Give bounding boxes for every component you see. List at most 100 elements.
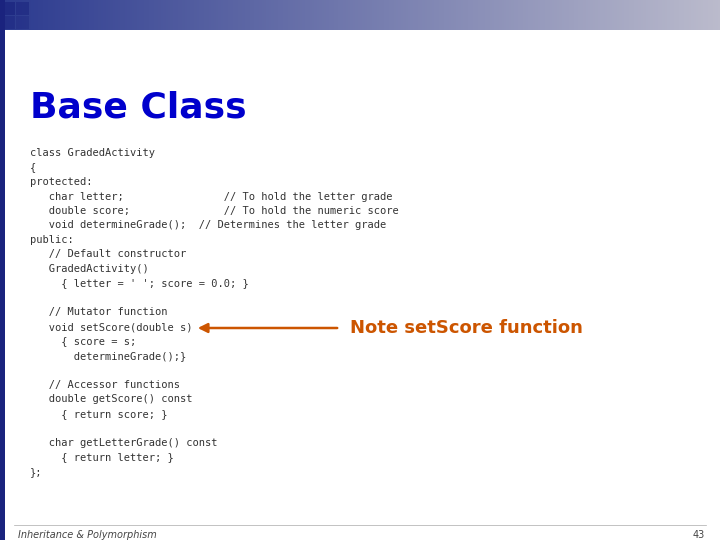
Bar xyxy=(271,0,274,30)
Bar xyxy=(72,0,76,30)
Bar xyxy=(348,0,351,30)
Bar xyxy=(490,0,493,30)
Bar xyxy=(228,0,231,30)
Bar xyxy=(338,0,342,30)
Bar xyxy=(293,0,296,30)
Bar xyxy=(5,0,8,30)
Bar xyxy=(158,0,162,30)
Bar xyxy=(682,0,685,30)
Text: protected:: protected: xyxy=(30,177,92,187)
Bar xyxy=(662,0,666,30)
Bar xyxy=(135,0,138,30)
Bar xyxy=(336,0,339,30)
Bar xyxy=(571,0,575,30)
Bar xyxy=(603,0,606,30)
Bar xyxy=(405,0,409,30)
Bar xyxy=(552,0,555,30)
Bar xyxy=(261,0,265,30)
Bar xyxy=(477,0,481,30)
Bar xyxy=(0,0,5,540)
Bar xyxy=(574,0,577,30)
Bar xyxy=(410,0,414,30)
Bar xyxy=(403,0,407,30)
Bar xyxy=(614,0,618,30)
Text: Base Class: Base Class xyxy=(30,90,247,124)
Bar xyxy=(341,0,344,30)
Bar xyxy=(511,0,515,30)
Bar xyxy=(139,0,143,30)
Bar xyxy=(384,0,387,30)
Bar xyxy=(567,0,570,30)
Bar xyxy=(343,0,346,30)
Bar xyxy=(307,0,310,30)
Bar xyxy=(473,0,476,30)
Bar xyxy=(146,0,150,30)
Bar xyxy=(634,0,637,30)
Bar xyxy=(156,0,159,30)
Bar xyxy=(518,0,522,30)
Bar xyxy=(55,0,58,30)
Bar xyxy=(439,0,443,30)
Bar xyxy=(369,0,373,30)
Bar xyxy=(151,0,155,30)
Bar xyxy=(113,0,116,30)
Bar xyxy=(204,0,207,30)
Bar xyxy=(326,0,330,30)
Bar xyxy=(358,0,361,30)
Bar xyxy=(593,0,596,30)
Bar xyxy=(74,0,78,30)
Bar xyxy=(279,0,282,30)
Bar xyxy=(545,0,548,30)
Bar xyxy=(168,0,171,30)
Bar xyxy=(264,0,267,30)
Bar xyxy=(629,0,632,30)
Text: { score = s;: { score = s; xyxy=(30,336,136,347)
Bar xyxy=(425,0,428,30)
Bar xyxy=(225,0,229,30)
Text: 43: 43 xyxy=(693,530,705,540)
Bar xyxy=(166,0,169,30)
Bar xyxy=(86,0,90,30)
Bar xyxy=(79,0,83,30)
Bar xyxy=(696,0,699,30)
Bar xyxy=(492,0,495,30)
Bar xyxy=(247,0,251,30)
Bar xyxy=(60,0,63,30)
Bar xyxy=(312,0,315,30)
Text: char getLetterGrade() const: char getLetterGrade() const xyxy=(30,438,217,448)
Bar xyxy=(590,0,594,30)
Bar xyxy=(549,0,553,30)
Bar xyxy=(65,0,68,30)
Bar xyxy=(382,0,385,30)
Bar xyxy=(540,0,544,30)
Bar xyxy=(408,0,411,30)
Bar xyxy=(535,0,539,30)
Bar xyxy=(531,0,534,30)
Bar xyxy=(333,0,337,30)
Bar xyxy=(675,0,678,30)
Text: public:: public: xyxy=(30,235,73,245)
Bar xyxy=(0,0,4,30)
Bar xyxy=(257,0,260,30)
Bar xyxy=(459,0,462,30)
Bar xyxy=(703,0,706,30)
Bar xyxy=(211,0,215,30)
Bar xyxy=(684,0,688,30)
Bar xyxy=(43,0,47,30)
Bar xyxy=(389,0,392,30)
Bar xyxy=(290,0,294,30)
Bar xyxy=(441,0,445,30)
Bar xyxy=(423,0,426,30)
Bar xyxy=(562,0,565,30)
Bar xyxy=(698,0,702,30)
Text: { return score; }: { return score; } xyxy=(30,409,168,419)
Text: { return letter; }: { return letter; } xyxy=(30,453,174,462)
Bar xyxy=(281,0,284,30)
Bar xyxy=(214,0,217,30)
Bar xyxy=(463,0,467,30)
Bar xyxy=(701,0,704,30)
Bar xyxy=(542,0,546,30)
Bar xyxy=(50,0,54,30)
Text: // Mutator function: // Mutator function xyxy=(30,307,168,318)
Bar xyxy=(120,0,123,30)
